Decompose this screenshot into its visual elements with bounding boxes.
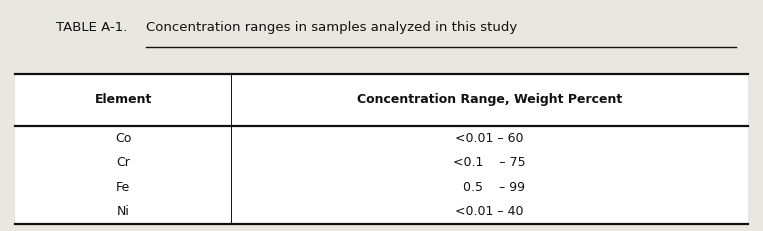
Text: TABLE A-1.: TABLE A-1. xyxy=(56,21,127,34)
Text: Element: Element xyxy=(95,93,152,106)
Text: Cr: Cr xyxy=(117,156,130,169)
Text: <0.1    – 75: <0.1 – 75 xyxy=(453,156,526,169)
Text: Concentration ranges in samples analyzed in this study: Concentration ranges in samples analyzed… xyxy=(146,21,518,34)
Text: <0.01 – 60: <0.01 – 60 xyxy=(456,132,523,145)
Text: Ni: Ni xyxy=(117,205,130,218)
Text: Co: Co xyxy=(115,132,131,145)
Text: <0.01 – 40: <0.01 – 40 xyxy=(456,205,523,218)
Text: Fe: Fe xyxy=(116,181,130,194)
Text: Concentration Range, Weight Percent: Concentration Range, Weight Percent xyxy=(357,93,622,106)
Text: 0.5    – 99: 0.5 – 99 xyxy=(455,181,524,194)
Bar xyxy=(15,74,748,224)
